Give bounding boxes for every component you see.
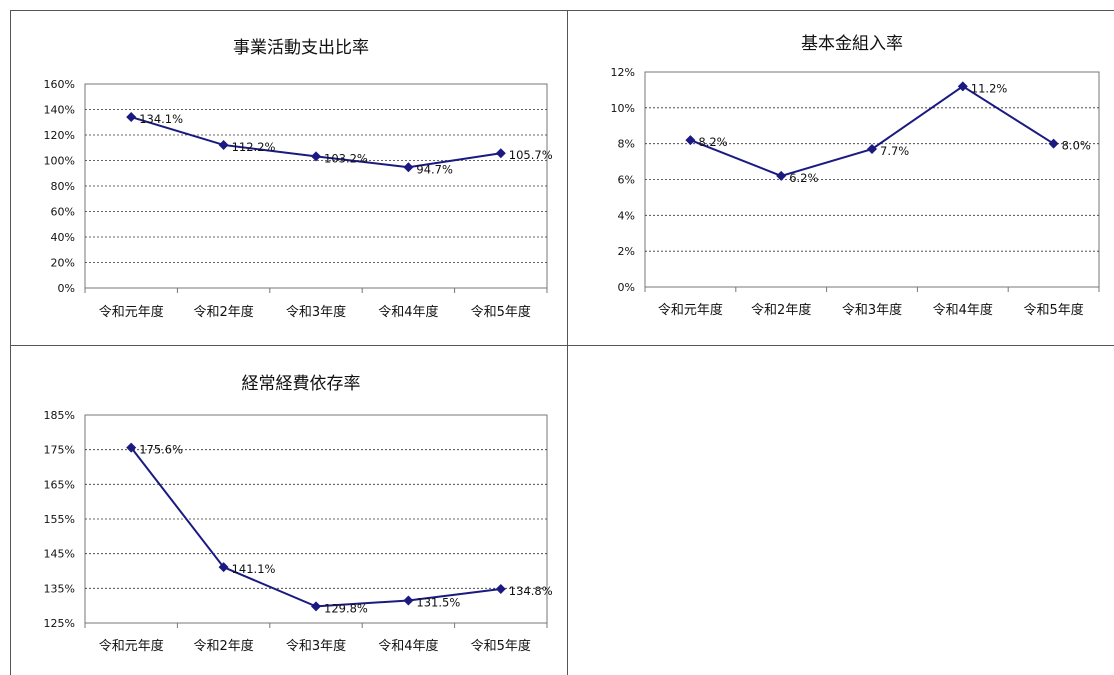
x-tick-label: 令和元年度 bbox=[658, 302, 723, 318]
data-point-marker bbox=[1048, 138, 1059, 149]
x-tick-label: 令和4年度 bbox=[933, 302, 993, 318]
chart-expense-ratio: 事業活動支出比率 0% 20% 40% 60% 80% 100% 120% 140% 160% 令和… bbox=[44, 38, 553, 320]
y-tick-label: 0% bbox=[58, 282, 75, 295]
data-label: 105.7% bbox=[509, 148, 553, 162]
y-tick-label: 135% bbox=[44, 582, 75, 595]
x-tick-label: 令和元年度 bbox=[99, 304, 164, 320]
data-point-marker bbox=[403, 595, 414, 606]
data-label: 129.8% bbox=[324, 601, 368, 615]
data-label: 175.6% bbox=[139, 443, 183, 457]
y-tick-label: 145% bbox=[44, 548, 75, 561]
y-tick-label: 165% bbox=[44, 478, 75, 491]
y-tick-label: 4% bbox=[618, 209, 635, 222]
x-tick-label: 令和3年度 bbox=[842, 302, 902, 318]
data-point-marker bbox=[685, 135, 696, 146]
data-label: 8.0% bbox=[1062, 139, 1091, 153]
data-label: 11.2% bbox=[971, 81, 1008, 95]
y-tick-label: 100% bbox=[44, 155, 75, 168]
x-tick-label: 令和元年度 bbox=[99, 638, 164, 654]
y-tick-label: 140% bbox=[44, 104, 75, 117]
y-tick-label: 12% bbox=[611, 66, 635, 79]
y-tick-label: 155% bbox=[44, 513, 75, 526]
x-tick-label: 令和2年度 bbox=[751, 302, 811, 318]
y-tick-label: 175% bbox=[44, 444, 75, 457]
data-point-marker bbox=[218, 139, 229, 150]
y-tick-label: 2% bbox=[618, 245, 635, 258]
data-point-marker bbox=[776, 170, 787, 181]
data-label: 8.2% bbox=[698, 135, 727, 149]
x-tick-label: 令和2年度 bbox=[193, 638, 253, 654]
chart-panel-expense-ratio: 事業活動支出比率 0% 20% 40% 60% 80% 100% 120% 140% 160% 令和… bbox=[10, 10, 568, 346]
x-tick-label: 令和5年度 bbox=[471, 304, 531, 320]
data-label: 7.7% bbox=[880, 144, 909, 158]
y-tick-label: 8% bbox=[618, 138, 635, 151]
chart-title: 事業活動支出比率 bbox=[233, 38, 369, 58]
x-tick-label: 令和5年度 bbox=[1023, 302, 1083, 318]
data-label: 112.2% bbox=[232, 140, 276, 154]
y-tick-label: 125% bbox=[44, 617, 75, 630]
y-tick-label: 10% bbox=[611, 102, 635, 115]
data-point-marker bbox=[126, 112, 137, 123]
data-point-marker bbox=[218, 562, 229, 573]
data-point-marker bbox=[867, 144, 877, 155]
data-point-marker bbox=[495, 584, 506, 595]
data-point-marker bbox=[403, 162, 414, 173]
x-tick-label: 令和4年度 bbox=[378, 304, 438, 320]
x-tick-label: 令和4年度 bbox=[378, 638, 438, 654]
x-tick-label: 令和5年度 bbox=[471, 638, 531, 654]
y-tick-label: 40% bbox=[51, 231, 75, 244]
y-tick-label: 160% bbox=[44, 78, 75, 91]
data-label: 131.5% bbox=[416, 595, 460, 609]
x-tick-label: 令和3年度 bbox=[286, 638, 346, 654]
plot-area bbox=[644, 71, 1100, 288]
data-point-marker bbox=[126, 442, 137, 453]
data-point-marker bbox=[311, 151, 321, 162]
data-label: 103.2% bbox=[324, 151, 368, 165]
data-label: 94.7% bbox=[416, 162, 453, 176]
chart-dependency-ratio: 経常経費依存率 125% 135% 145% 155% 165% 175% 185% 令和元年度… bbox=[44, 374, 553, 654]
x-tick-label: 令和3年度 bbox=[286, 304, 346, 320]
data-label: 6.2% bbox=[789, 171, 818, 185]
data-point-marker bbox=[957, 81, 968, 92]
data-label: 141.1% bbox=[232, 562, 276, 576]
data-label: 134.1% bbox=[139, 112, 183, 126]
y-tick-label: 120% bbox=[44, 129, 75, 142]
x-tick-label: 令和2年度 bbox=[193, 304, 253, 320]
chart-title: 経常経費依存率 bbox=[242, 374, 361, 394]
chart-title: 基本金組入率 bbox=[801, 34, 903, 54]
y-tick-label: 80% bbox=[51, 180, 75, 193]
chart-endowment-ratio: 基本金組入率 0% 2% 4% 6% 8% 10% 12% 令和元年度 令和2年度 令和3年度 令和4… bbox=[611, 34, 1100, 318]
data-point-marker bbox=[311, 601, 321, 612]
y-tick-label: 60% bbox=[51, 206, 75, 219]
y-tick-label: 185% bbox=[44, 409, 75, 422]
y-tick-label: 6% bbox=[618, 174, 635, 187]
chart-panel-dependency-ratio: 経常経費依存率 125% 135% 145% 155% 165% 175% 185% 令和元年度… bbox=[10, 345, 568, 675]
data-label: 134.8% bbox=[509, 584, 553, 598]
data-point-marker bbox=[495, 148, 506, 159]
chart-panel-endowment-ratio: 基本金組入率 0% 2% 4% 6% 8% 10% 12% 令和元年度 令和2年度 令和3年度 令和4… bbox=[567, 10, 1114, 346]
y-tick-label: 20% bbox=[51, 257, 75, 270]
y-tick-label: 0% bbox=[618, 281, 635, 294]
